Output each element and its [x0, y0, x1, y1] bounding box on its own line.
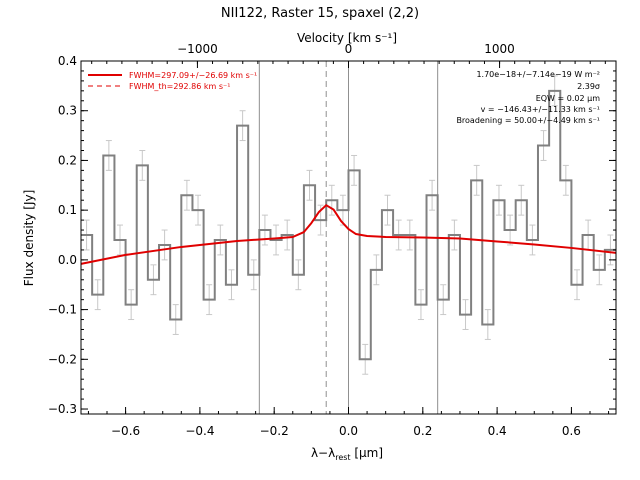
y-tick-label: −0.1	[48, 303, 77, 317]
legend-label-fwhm: FWHM=297.09+/−26.69 km s⁻¹	[129, 71, 257, 80]
chart-title: NII122, Raster 15, spaxel (2,2)	[221, 6, 419, 21]
x-tick-label: −0.4	[185, 424, 214, 438]
legend-label-fwhm-th: FWHM_th=292.86 km s⁻¹	[129, 82, 230, 91]
x-tick-label: 0.4	[488, 424, 507, 438]
x-tick-label: −0.6	[111, 424, 140, 438]
annotation-velocity: v = −146.43+/−11.33 km s⁻¹	[481, 105, 600, 114]
axes: −0.6 −0.4 −0.2 0.0 0.2 0.4 0.6 −0.3 −0.2 −0.1 0.0 0…	[48, 42, 616, 438]
y-tick-label: 0.2	[58, 153, 77, 167]
x-tick-label: 0.6	[562, 424, 581, 438]
x-tick-label: −0.2	[260, 424, 289, 438]
gaussian-fit-line	[80, 204, 617, 265]
y-tick-label: 0.1	[58, 203, 77, 217]
top-axis-title: Velocity [km s⁻¹]	[297, 31, 397, 45]
fit-annotations: 1.70e−18+/−7.14e−19 W m⁻² 2.39σ EQW = 0.…	[456, 70, 600, 125]
annotation-flux: 1.70e−18+/−7.14e−19 W m⁻²	[476, 70, 600, 79]
legend: FWHM=297.09+/−26.69 km s⁻¹ FWHM_th=292.8…	[88, 71, 257, 91]
top-tick-label: 0	[345, 42, 353, 56]
top-tick-label: −1000	[177, 42, 218, 56]
y-tick-label: 0.0	[58, 253, 77, 267]
annotation-sigma: 2.39σ	[577, 82, 600, 91]
x-axis-title-subscript: rest	[335, 453, 350, 462]
y-tick-label: −0.2	[48, 352, 77, 366]
annotation-eqw: EQW = 0.02 μm	[536, 94, 600, 103]
x-tick-label: 0.0	[339, 424, 358, 438]
top-tick-label: 1000	[484, 42, 515, 56]
x-axis-title: λ−λrest [μm]	[311, 446, 383, 462]
y-tick-label: 0.4	[58, 54, 77, 68]
x-tick-label: 0.2	[413, 424, 432, 438]
y-tick-label: −0.3	[48, 402, 77, 416]
y-tick-label: 0.3	[58, 104, 77, 118]
annotation-broadening: Broadening = 50.00+/−4.49 km s⁻¹	[456, 116, 600, 125]
y-axis-title: Flux density [Jy]	[22, 190, 36, 287]
plot-content	[80, 61, 617, 414]
spectrum-step-line	[81, 89, 616, 361]
